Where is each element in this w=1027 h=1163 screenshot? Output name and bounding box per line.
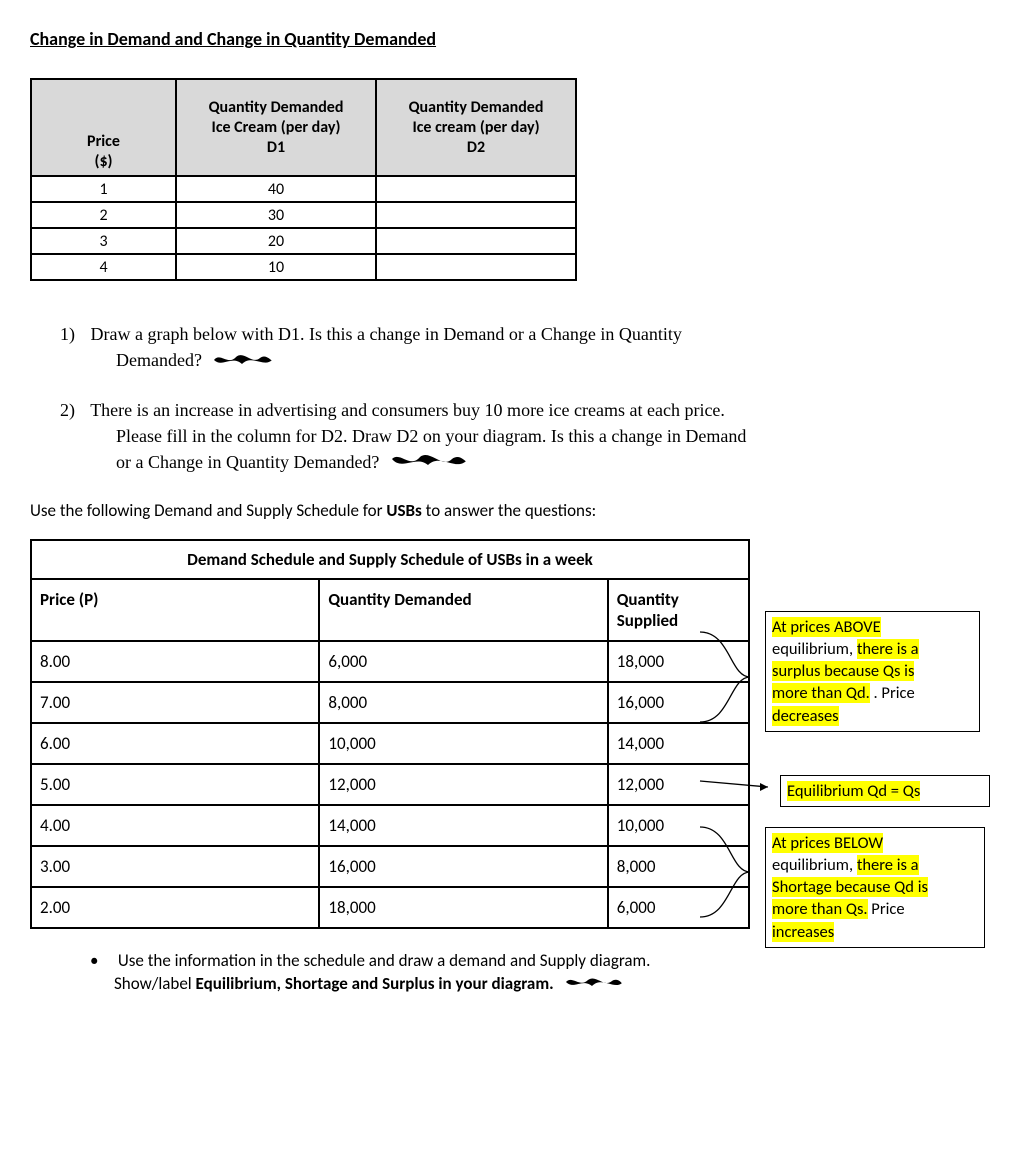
t1-hdr-d1-l3: D1 — [183, 138, 369, 157]
q2-line1: There is an increase in advertising and … — [90, 400, 725, 420]
surplus-l5: decreases — [772, 706, 839, 726]
t1-cell — [376, 202, 576, 228]
instr-tail: to answer the questions: — [422, 500, 596, 521]
t1-cell: 40 — [176, 176, 376, 202]
t2-cell: 3.00 — [32, 847, 320, 888]
table-row: 6.00 10,000 14,000 — [32, 724, 748, 765]
t2-cell: 16,000 — [320, 847, 608, 888]
surplus-l1: At prices ABOVE — [772, 617, 881, 637]
q1-line1: Draw a graph below with D1. Is this a ch… — [91, 324, 682, 344]
bullet-l2a: Show/label — [114, 973, 196, 994]
shortage-l4a: more than Qs. — [772, 899, 868, 919]
t1-hdr-price: Price — [38, 132, 169, 152]
t1-cell: 30 — [176, 202, 376, 228]
shortage-l3: Shortage because Qd is — [772, 877, 928, 897]
bullet-instruction: • Use the information in the schedule an… — [90, 949, 997, 998]
table-row: 3 20 — [31, 228, 576, 254]
table-row: 4 10 — [31, 254, 576, 280]
t2-cell: 6.00 — [32, 724, 320, 765]
t1-cell: 2 — [31, 202, 176, 228]
t2-cell: 8.00 — [32, 642, 320, 683]
demand-table-d1-d2: Price ($) Quantity Demanded Ice Cream (p… — [30, 78, 577, 281]
table-row: 8.00 6,000 18,000 — [32, 642, 748, 683]
bullet-l1: Use the information in the schedule and … — [118, 950, 651, 971]
table-row: 5.00 12,000 12,000 — [32, 765, 748, 806]
t2-title: Demand Schedule and Supply Schedule of U… — [32, 541, 748, 580]
t1-cell — [376, 254, 576, 280]
equil-a: Equilibrium — [787, 781, 864, 801]
t2-hdr-qd: Quantity Demanded — [320, 580, 608, 642]
redaction-scribble-icon — [390, 451, 468, 478]
shortage-l4b: Price — [868, 899, 905, 919]
t1-hdr-d2-l3: D2 — [383, 138, 569, 157]
usb-schedule-wrap: Demand Schedule and Supply Schedule of U… — [30, 539, 1000, 929]
t2-cell: 4.00 — [32, 806, 320, 847]
surplus-l2a: equilibrium, — [772, 639, 857, 659]
q1-number: 1) — [60, 321, 86, 347]
question-2: 2) There is an increase in advertising a… — [60, 397, 997, 478]
t2-cell: 6,000 — [320, 642, 608, 683]
shortage-annotation: At prices BELOW equilibrium, there is a … — [765, 827, 985, 948]
table-row: 4.00 14,000 10,000 — [32, 806, 748, 847]
redaction-scribble-icon — [564, 973, 624, 997]
q2-line3: or a Change in Quantity Demanded? — [116, 452, 379, 472]
t1-hdr-price-unit: ($) — [38, 152, 169, 171]
redaction-scribble-icon — [212, 349, 274, 375]
table-row: 7.00 8,000 16,000 — [32, 683, 748, 724]
t1-hdr-d2-l1: Quantity Demanded — [383, 98, 569, 118]
surplus-l2b: there is a — [857, 639, 919, 659]
t2-cell: 2.00 — [32, 888, 320, 927]
t1-cell: 1 — [31, 176, 176, 202]
shortage-l5: increases — [772, 922, 834, 942]
t2-header-row: Price (P) Quantity Demanded Quantity Sup… — [32, 580, 748, 642]
shortage-l2a: equilibrium, — [772, 855, 857, 875]
t2-cell: 18,000 — [320, 888, 608, 927]
usb-schedule-table: Demand Schedule and Supply Schedule of U… — [30, 539, 750, 929]
q2-number: 2) — [60, 397, 86, 423]
table-row: 1 40 — [31, 176, 576, 202]
t1-cell — [376, 176, 576, 202]
bullet-l2b: Equilibrium, Shortage and Surplus in you… — [196, 973, 554, 994]
t2-cell: 8,000 — [320, 683, 608, 724]
question-1: 1) Draw a graph below with D1. Is this a… — [60, 321, 997, 375]
q1-line2: Demanded? — [116, 350, 202, 370]
table-row: 2 30 — [31, 202, 576, 228]
t2-cell: 5.00 — [32, 765, 320, 806]
t1-hdr-d1-l2: Ice Cream (per day) — [183, 118, 369, 138]
question-list: 1) Draw a graph below with D1. Is this a… — [60, 321, 997, 478]
surplus-l4b: . Price — [870, 683, 915, 703]
t1-cell: 10 — [176, 254, 376, 280]
t2-cell: 14,000 — [320, 806, 608, 847]
shortage-l1: At prices BELOW — [772, 833, 883, 853]
instr-bold: USBs — [386, 500, 421, 521]
t1-hdr-d2-l2: Ice cream (per day) — [383, 118, 569, 138]
surplus-l4a: more than Qd. — [772, 683, 870, 703]
t2-cell: 12,000 — [320, 765, 608, 806]
t1-hdr-d1-l1: Quantity Demanded — [183, 98, 369, 118]
surplus-l3: surplus because Qs is — [772, 661, 914, 681]
t2-cell: 7.00 — [32, 683, 320, 724]
equil-b: Qd = Qs — [864, 781, 921, 801]
table-row: 2.00 18,000 6,000 — [32, 888, 748, 927]
t1-cell: 3 — [31, 228, 176, 254]
page-title: Change in Demand and Change in Quantity … — [30, 28, 997, 50]
t2-hdr-price: Price (P) — [32, 580, 320, 642]
q2-line2: Please fill in the column for D2. Draw D… — [116, 423, 997, 449]
table-row: 3.00 16,000 8,000 — [32, 847, 748, 888]
instr-a: Use the following Demand and Supply Sche… — [30, 500, 386, 521]
bullet-dot-icon: • — [90, 949, 114, 973]
equilibrium-annotation: Equilibrium Qd = Qs — [780, 775, 990, 807]
surplus-annotation: At prices ABOVE equilibrium, there is a … — [765, 611, 980, 732]
usb-instruction: Use the following Demand and Supply Sche… — [30, 500, 997, 521]
t1-cell: 4 — [31, 254, 176, 280]
t2-cell: 10,000 — [320, 724, 608, 765]
t1-cell: 20 — [176, 228, 376, 254]
t1-cell — [376, 228, 576, 254]
shortage-l2b: there is a — [857, 855, 919, 875]
